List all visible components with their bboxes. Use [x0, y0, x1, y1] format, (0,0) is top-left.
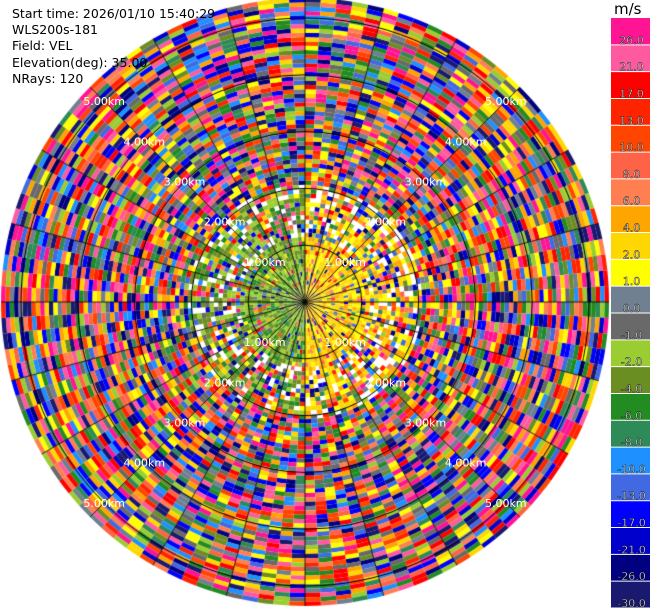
start-time-label: Start time: 2026/01/10 15:40:29 — [12, 6, 216, 21]
nrays-label: NRays: 120 — [12, 70, 84, 86]
scan-info: Start time: 2026/01/10 15:40:29 WLS200s-… — [12, 6, 215, 87]
station-label: WLS200s-181 — [12, 22, 98, 38]
elevation-label: Elevation(deg): 35.00 — [12, 54, 148, 70]
colorbar-unit: m/s — [614, 0, 642, 18]
field-label: Field: VEL — [12, 38, 73, 54]
